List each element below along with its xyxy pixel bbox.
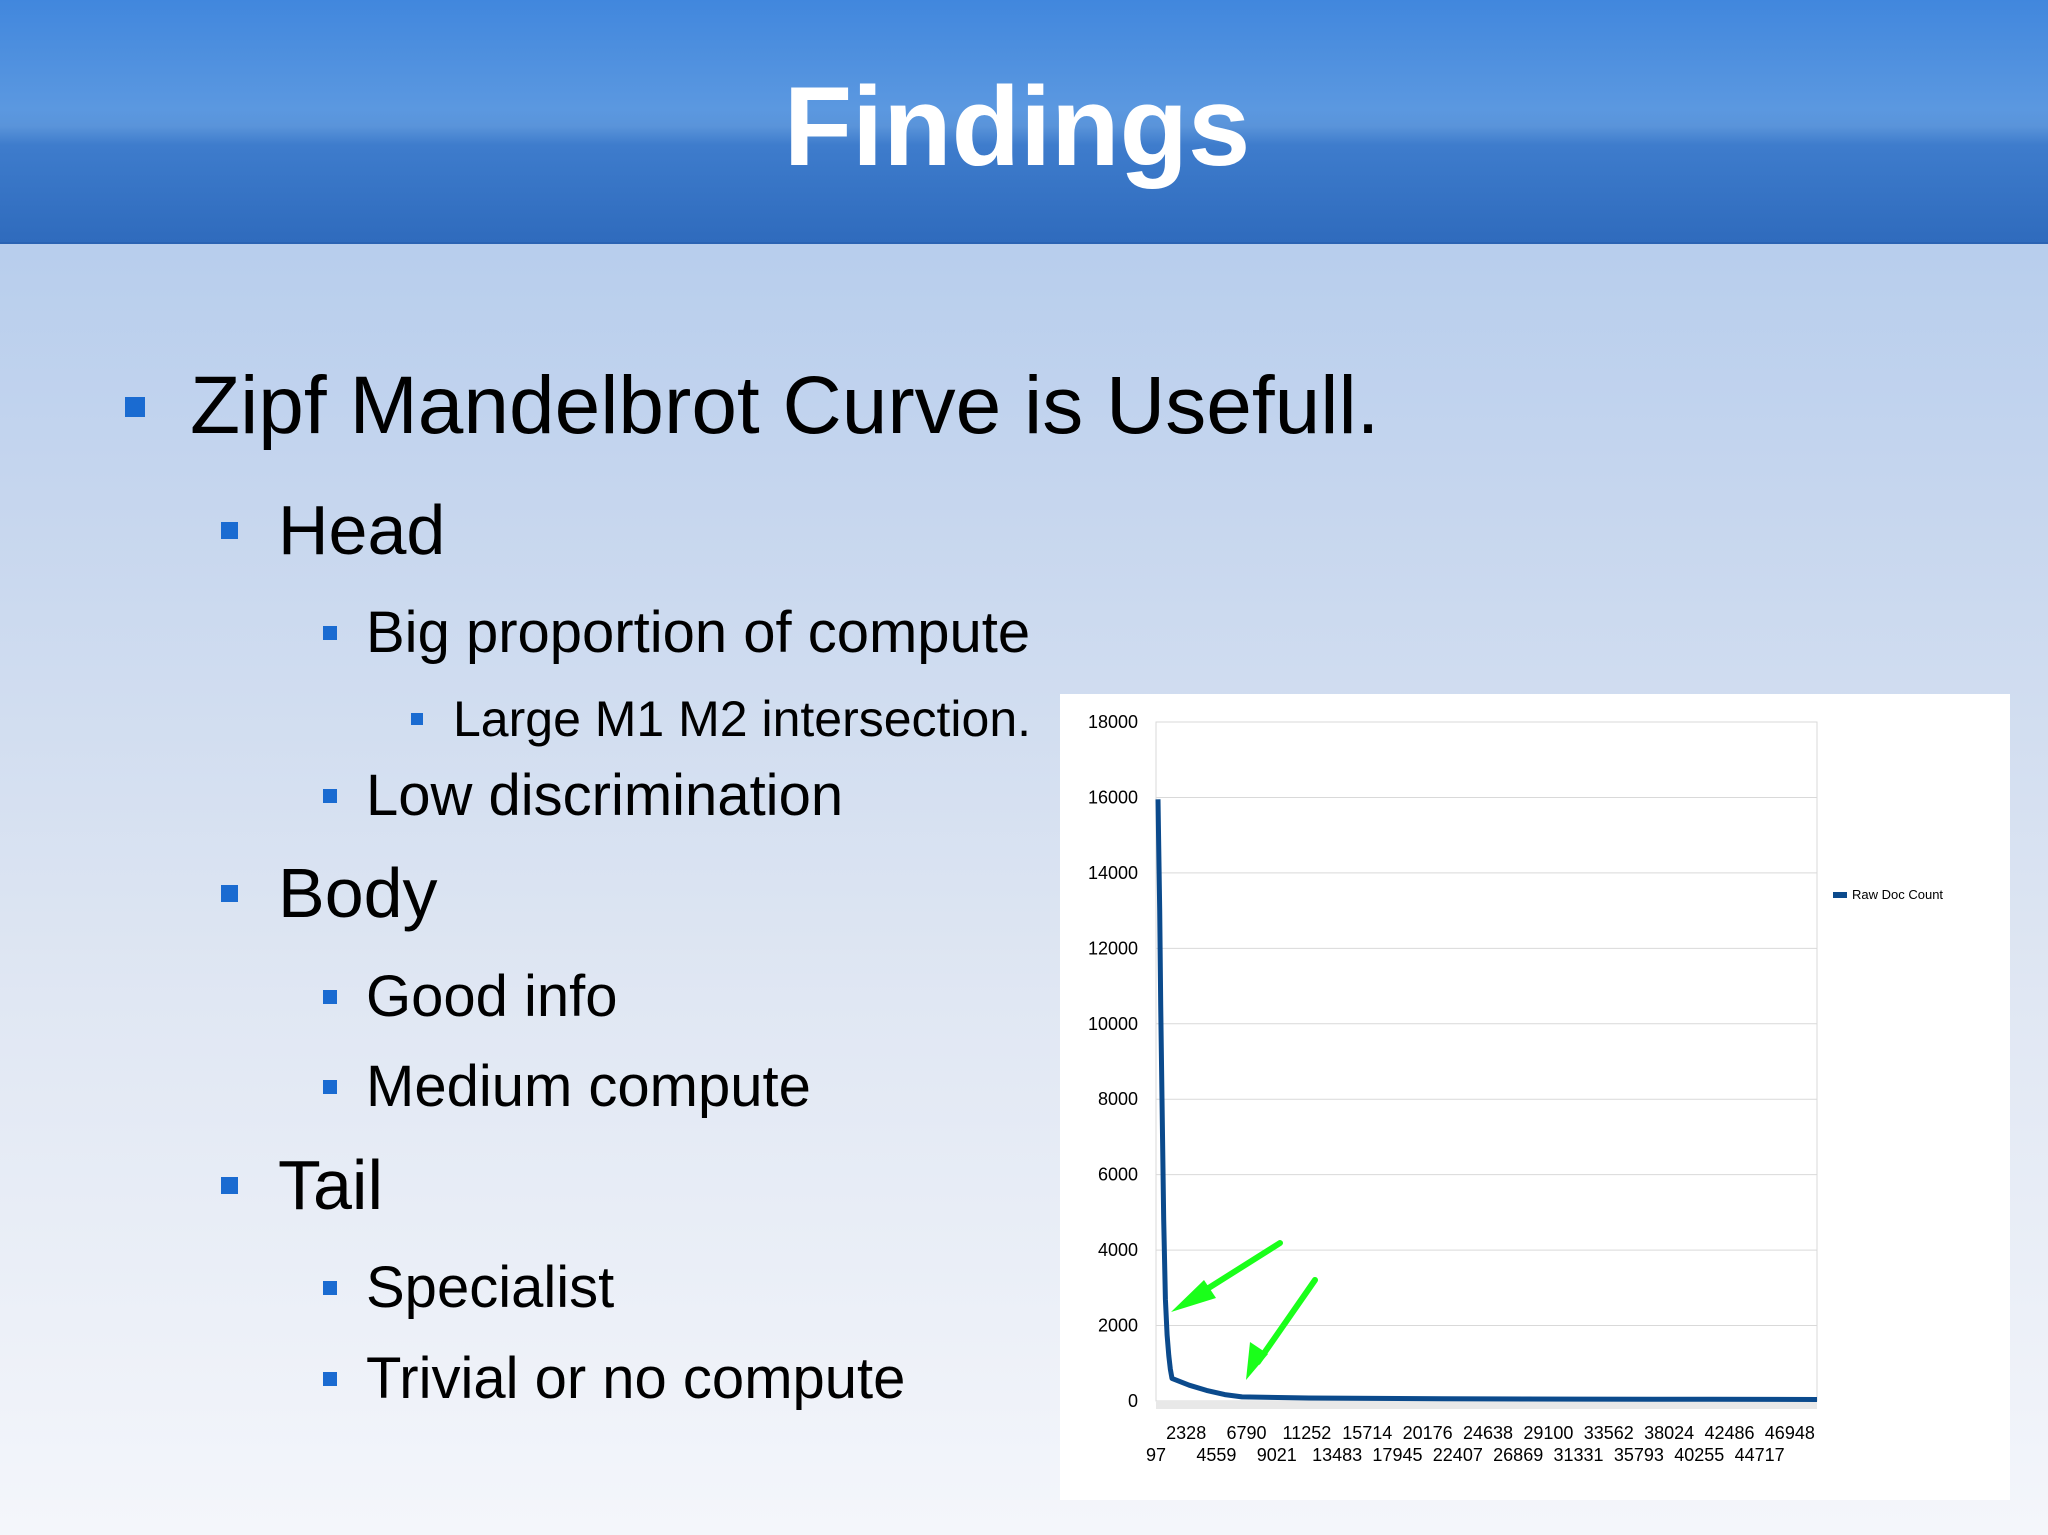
y-tick-label: 16000 <box>1088 787 1138 807</box>
y-tick-label: 2000 <box>1098 1316 1138 1336</box>
y-tick-label: 8000 <box>1098 1089 1138 1109</box>
plot-frame <box>1155 721 1818 1402</box>
x-tick-label: 35793 <box>1614 1445 1664 1465</box>
chart-panel: 0 2000 4000 6000 8000 10000 12000 14000 16000 180… <box>1060 694 2010 1500</box>
bullet-body-compute: Medium compute <box>366 1054 811 1119</box>
y-tick-label: 6000 <box>1098 1165 1138 1185</box>
y-tick-label: 4000 <box>1098 1240 1138 1260</box>
x-axis-band <box>1156 1401 1817 1409</box>
bullet-body: Body <box>278 854 438 932</box>
bullet-head: Head <box>278 491 446 569</box>
x-tick-label: 6790 <box>1227 1423 1267 1443</box>
bullet-square <box>125 397 145 417</box>
bullet-square <box>221 522 238 539</box>
x-tick-label: 38024 <box>1644 1423 1694 1443</box>
line-chart: 0 2000 4000 6000 8000 10000 12000 14000 16000 180… <box>1088 712 1943 1465</box>
y-tick-label: 12000 <box>1088 938 1138 958</box>
bullet-square <box>323 1080 337 1094</box>
bullet-square <box>323 789 337 803</box>
x-tick-label: 42486 <box>1704 1423 1754 1443</box>
x-tick-label: 15714 <box>1342 1423 1392 1443</box>
y-tick-label: 18000 <box>1088 712 1138 732</box>
bullet-tail-compute: Trivial or no compute <box>366 1346 906 1411</box>
bullet-square <box>323 990 337 1004</box>
slide-title: Findings <box>783 64 1251 189</box>
bullet-main: Zipf Mandelbrot Curve is Usefull. <box>190 360 1380 451</box>
bullet-head-discrimination: Low discrimination <box>366 763 844 828</box>
y-tick-label: 10000 <box>1088 1014 1138 1034</box>
bullet-square <box>221 885 238 902</box>
x-tick-label: 17945 <box>1372 1445 1422 1465</box>
bullet-head-compute: Big proportion of compute <box>366 600 1031 665</box>
x-tick-label: 44717 <box>1735 1445 1785 1465</box>
x-tick-label: 31331 <box>1554 1445 1604 1465</box>
bullet-tail-specialist: Specialist <box>366 1255 615 1320</box>
bullet-square <box>221 1177 238 1194</box>
x-tick-label: 26869 <box>1493 1445 1543 1465</box>
bullet-body-info: Good info <box>366 964 618 1029</box>
x-tick-label: 33562 <box>1584 1423 1634 1443</box>
x-tick-label: 9021 <box>1257 1445 1297 1465</box>
x-tick-label: 40255 <box>1674 1445 1724 1465</box>
legend-swatch <box>1833 892 1847 898</box>
x-tick-label: 11252 <box>1283 1423 1332 1443</box>
x-tick-label: 24638 <box>1463 1423 1513 1443</box>
bullet-square <box>323 1281 337 1295</box>
legend-label: Raw Doc Count <box>1852 887 1943 902</box>
x-tick-label: 46948 <box>1765 1423 1815 1443</box>
x-tick-label: 22407 <box>1433 1445 1483 1465</box>
bullet-square <box>323 1372 337 1386</box>
y-tick-label: 0 <box>1128 1391 1138 1411</box>
x-tick-label: 20176 <box>1403 1423 1453 1443</box>
x-tick-label: 13483 <box>1312 1445 1362 1465</box>
bullet-head-intersection: Large M1 M2 intersection. <box>453 691 1032 747</box>
x-tick-label: 4559 <box>1196 1445 1236 1465</box>
bullet-square <box>411 713 423 725</box>
x-tick-label: 29100 <box>1523 1423 1573 1443</box>
bullet-tail: Tail <box>278 1146 384 1224</box>
bullet-square <box>323 626 337 640</box>
green-arrow-icon <box>1246 1277 1318 1380</box>
x-tick-label: 2328 <box>1166 1423 1206 1443</box>
x-tick-label: 97 <box>1146 1445 1166 1465</box>
green-arrow-icon <box>1171 1240 1283 1312</box>
title-bar: Findings <box>0 0 2048 244</box>
y-tick-label: 14000 <box>1088 863 1138 883</box>
